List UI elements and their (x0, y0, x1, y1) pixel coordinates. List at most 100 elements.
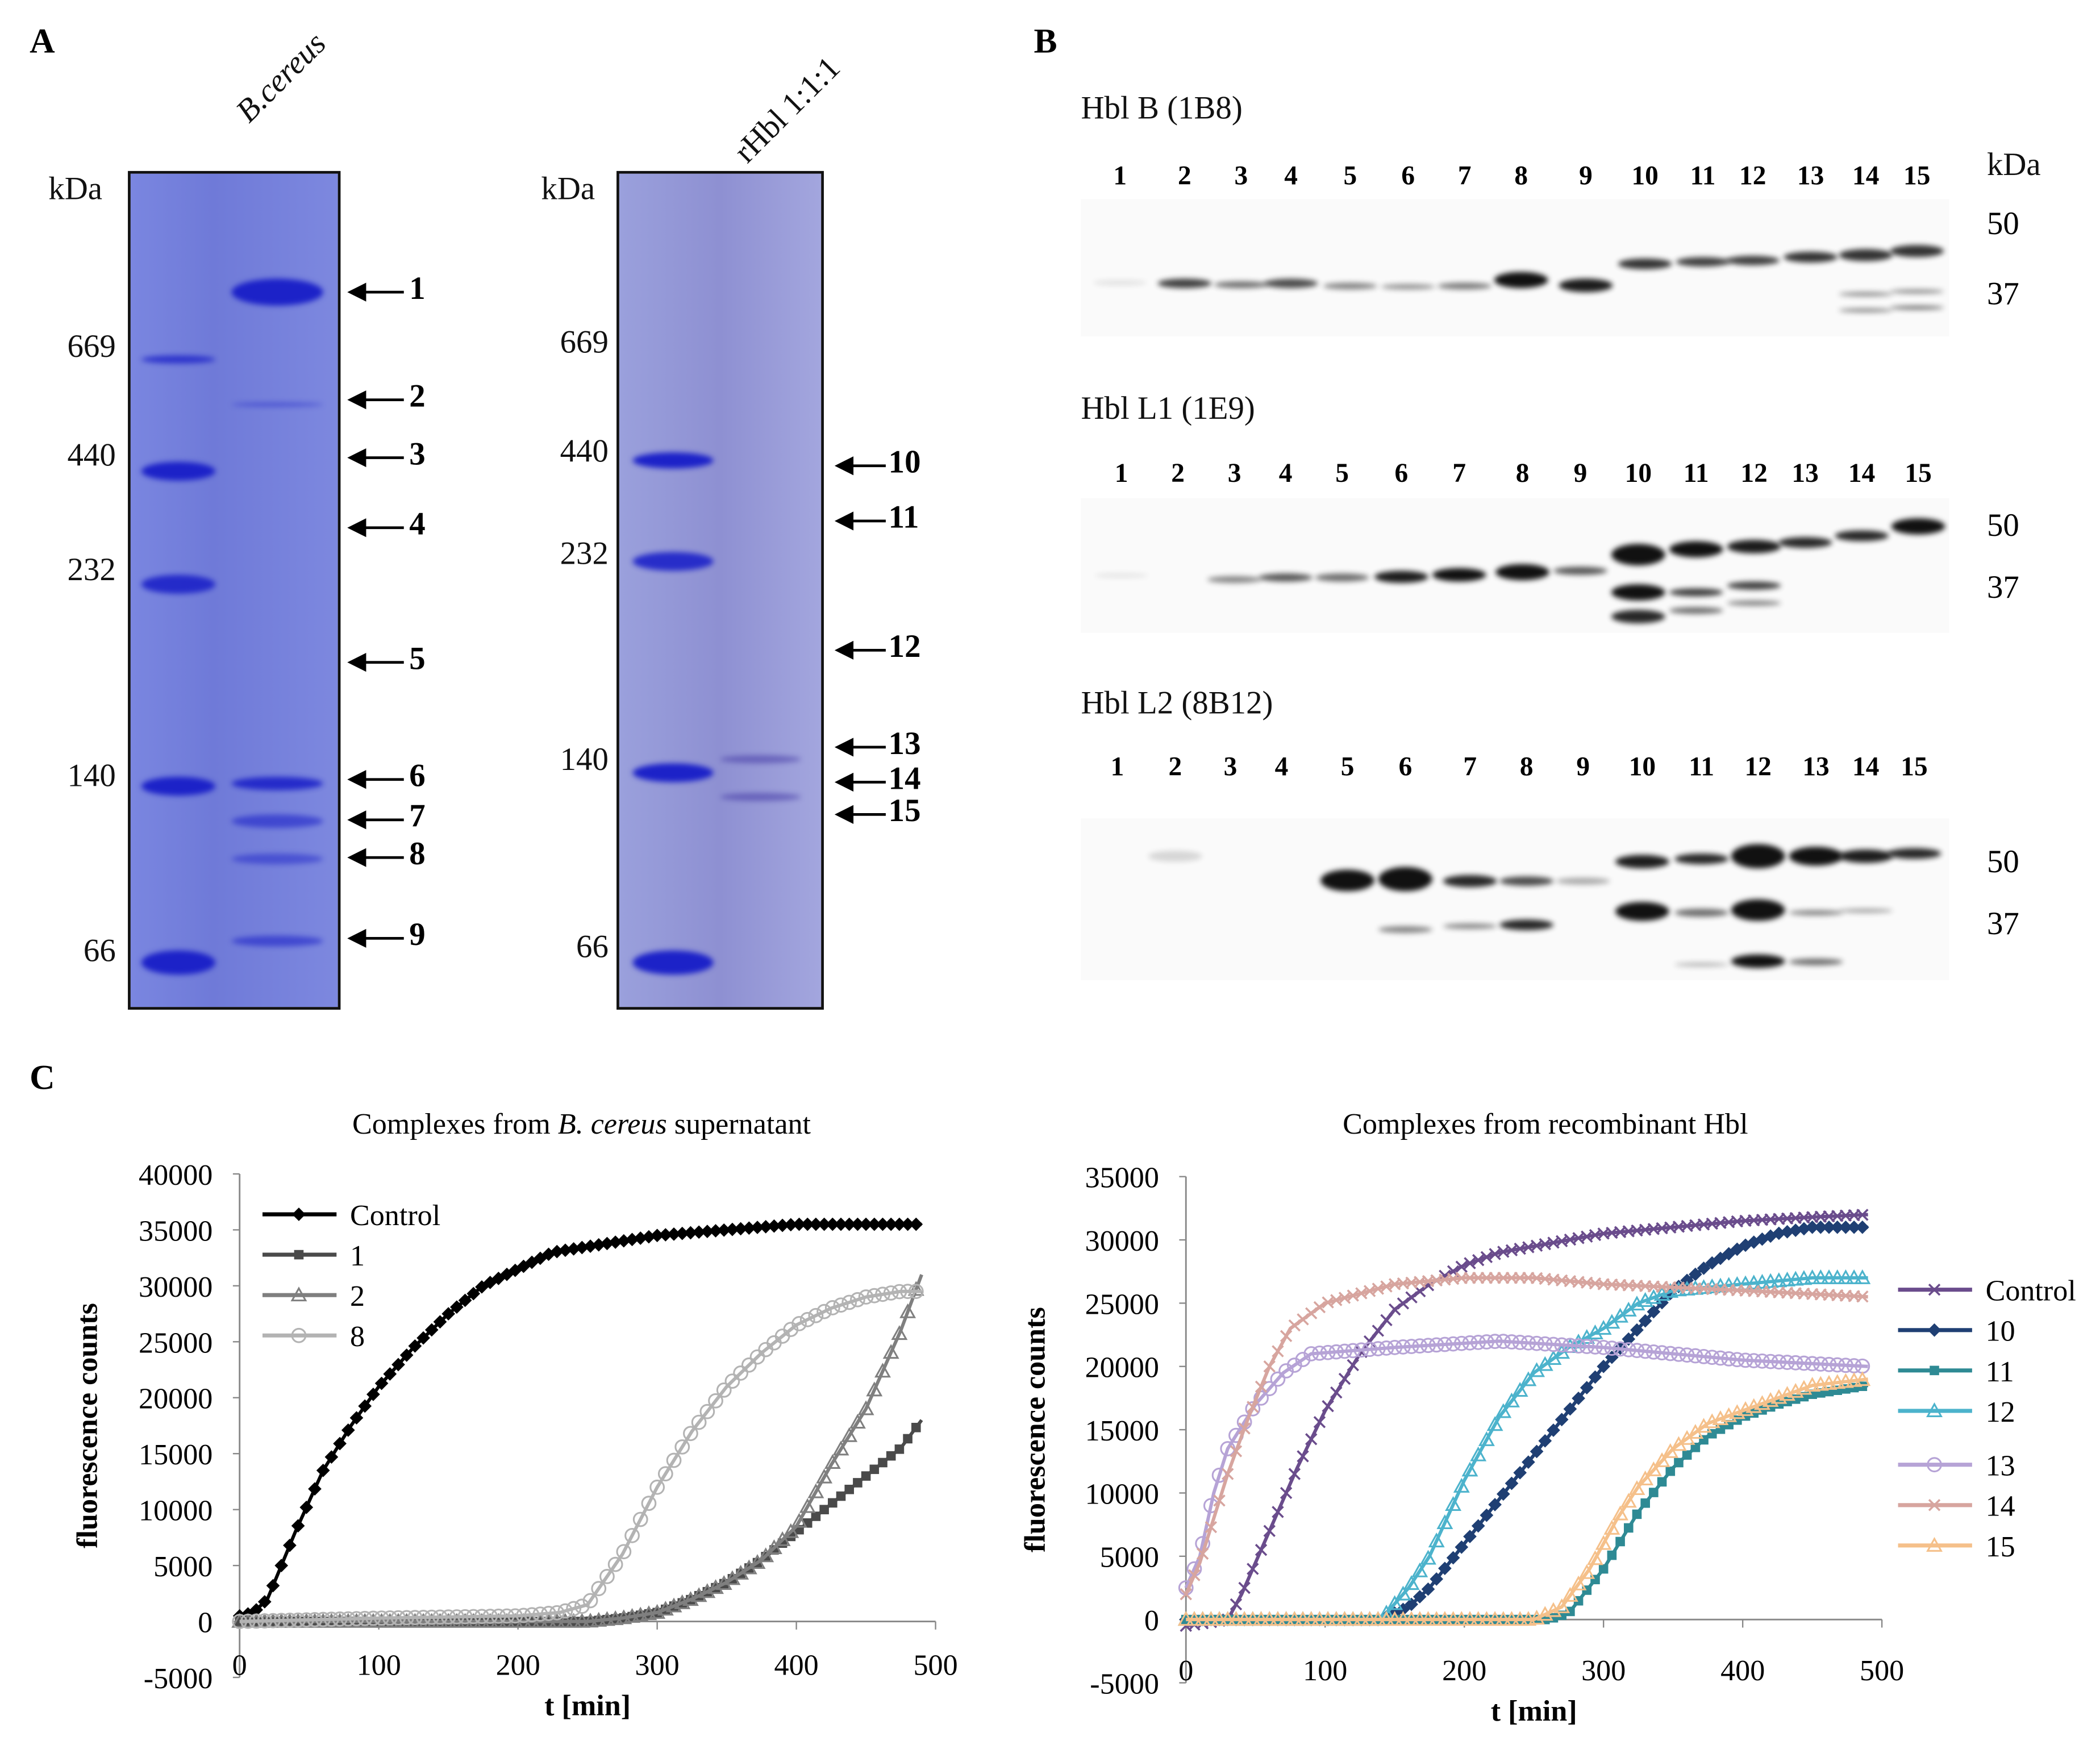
data-point (591, 1238, 606, 1252)
data-point (1470, 1335, 1486, 1350)
data-point (366, 1388, 380, 1401)
data-point (1445, 1496, 1462, 1511)
data-point (1436, 1514, 1453, 1530)
y-tick-label: -5000 (1090, 1668, 1159, 1700)
title-part: B. cereus (558, 1108, 667, 1140)
data-point (1607, 1550, 1617, 1560)
gel-band (231, 814, 323, 828)
data-point (807, 1483, 824, 1498)
data-point (886, 1451, 896, 1461)
data-point (373, 1613, 390, 1628)
data-point (875, 1286, 890, 1302)
legend-marker (290, 1286, 307, 1302)
lane-number: 2 (1171, 459, 1185, 489)
blot-band (1891, 518, 1945, 535)
data-point (1820, 1269, 1838, 1284)
legend-label: Control (350, 1200, 440, 1232)
data-point (1180, 1588, 1192, 1601)
data-point (341, 1423, 355, 1437)
lane-number: 2 (1178, 161, 1191, 191)
data-point (1213, 1494, 1226, 1507)
data-point (324, 1611, 339, 1627)
data-point (1478, 1611, 1495, 1626)
data-point (1420, 1611, 1436, 1626)
data-point (1194, 1611, 1211, 1626)
data-point (549, 1605, 565, 1621)
gel-right-unit: kDa (541, 172, 595, 207)
blot-band (1789, 957, 1843, 965)
blot-marker-label: 37 (1986, 277, 2019, 313)
data-point (1394, 1585, 1411, 1601)
data-point (1595, 1535, 1612, 1550)
data-point (836, 1491, 846, 1501)
data-point (1830, 1357, 1845, 1373)
panel-a-label: A (30, 21, 55, 61)
data-point (883, 1285, 899, 1301)
legend-label: 11 (1986, 1356, 2014, 1388)
data-point (699, 1404, 715, 1419)
lane-number: 8 (1519, 752, 1534, 782)
lane-number: 10 (1631, 161, 1659, 191)
data-point (808, 1307, 824, 1323)
blot-band (1890, 244, 1944, 257)
data-point (1813, 1356, 1828, 1372)
series-line (1186, 1276, 1868, 1622)
data-point (1412, 1338, 1428, 1354)
data-point (1338, 1372, 1351, 1385)
data-point (1804, 1377, 1821, 1392)
data-point (1628, 1480, 1645, 1496)
blot-marker-label: 37 (1986, 570, 2019, 606)
y-tick-label: 5000 (153, 1551, 213, 1583)
data-point (1854, 1371, 1871, 1386)
x-tick-label: 400 (1720, 1655, 1765, 1687)
arrow-icon (834, 640, 886, 660)
data-point (1311, 1611, 1328, 1626)
data-point (1545, 1336, 1561, 1352)
data-point (1353, 1611, 1370, 1626)
legend-marker (1927, 1457, 1942, 1473)
data-point (1622, 1332, 1636, 1346)
lane-number: 11 (1683, 459, 1709, 489)
data-point (432, 1609, 448, 1625)
data-point (1244, 1611, 1261, 1626)
data-point (1729, 1352, 1745, 1368)
y-tick-label: 40000 (139, 1159, 213, 1192)
data-point (1205, 1521, 1218, 1534)
arrow-icon (347, 518, 404, 538)
data-point (1238, 1581, 1251, 1594)
legend-marker (1928, 1283, 1941, 1296)
data-point (1856, 1209, 1869, 1221)
data-point (415, 1610, 431, 1625)
data-point (407, 1610, 423, 1626)
lane-number: 1 (1114, 459, 1128, 489)
data-point (1762, 1273, 1779, 1288)
data-point (1688, 1348, 1703, 1364)
line-chart-1: Complexes from B. cereus supernatant -500… (72, 1108, 958, 1722)
lane-number: 5 (1335, 459, 1349, 489)
blot-band (1611, 544, 1665, 566)
blot-band (1094, 573, 1148, 577)
data-point (1462, 1335, 1478, 1351)
data-point (349, 1611, 364, 1626)
series-line (239, 1222, 922, 1618)
data-point (1780, 1355, 1795, 1370)
blot-band (1890, 289, 1944, 293)
x-tick-label: 0 (1178, 1655, 1193, 1687)
data-point (599, 1569, 615, 1584)
data-point (1378, 1611, 1395, 1626)
data-point (1280, 1486, 1293, 1500)
data-point (257, 1613, 273, 1629)
data-point (841, 1294, 857, 1310)
data-point (1770, 1272, 1788, 1288)
western-blot (1081, 199, 1949, 337)
data-point (858, 1289, 874, 1305)
data-point (1478, 1431, 1495, 1446)
lane-number: 6 (1398, 752, 1413, 782)
data-point (1247, 1401, 1259, 1413)
data-point (449, 1609, 465, 1625)
data-point (298, 1612, 314, 1628)
blot-band (1839, 307, 1893, 312)
data-point (1579, 1339, 1595, 1354)
blot-band (1264, 278, 1318, 288)
data-point (490, 1608, 506, 1624)
